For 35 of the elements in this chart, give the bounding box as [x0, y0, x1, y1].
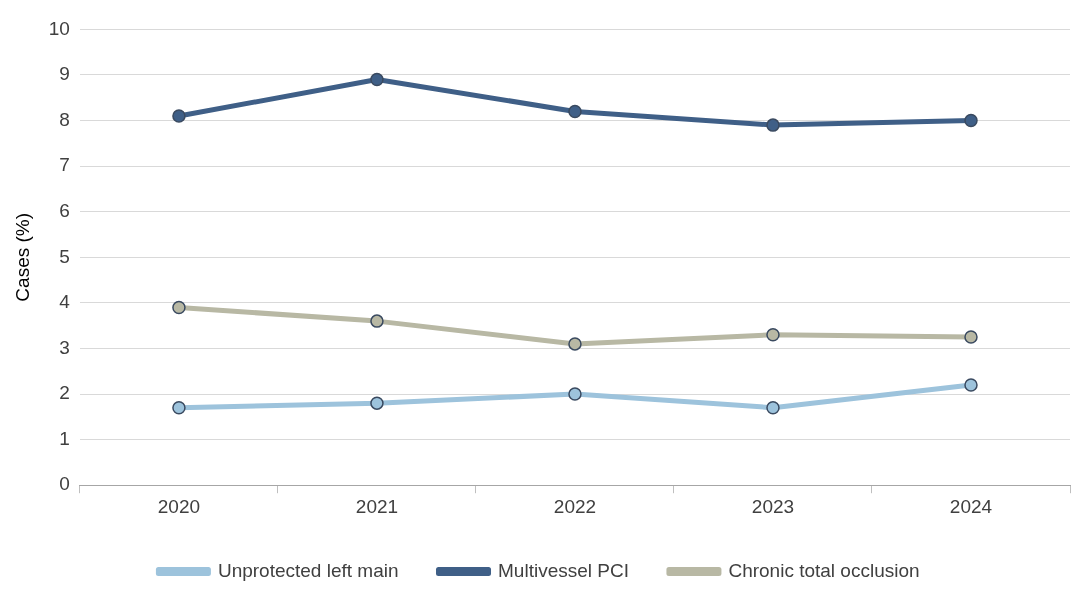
y-axis-title: Cases (%)	[11, 212, 33, 302]
point	[370, 314, 384, 328]
point	[568, 337, 582, 351]
y-tick-label: 2	[59, 382, 70, 404]
y-tick-label: 9	[59, 63, 70, 85]
point	[370, 396, 384, 410]
x-tick-label: 2022	[553, 495, 597, 517]
point	[172, 300, 186, 315]
y-tick-label: 6	[59, 199, 70, 221]
point	[172, 400, 186, 415]
legend-label: Unprotected left main	[217, 559, 399, 581]
point	[370, 72, 384, 87]
x-tick-label: 2020	[157, 495, 201, 517]
y-tick-label: 0	[59, 473, 70, 495]
x-tick-label: 2021	[355, 495, 399, 517]
x-tick-label: 2023	[751, 495, 795, 517]
point	[766, 400, 780, 415]
legend-label: Multivessel PCI	[498, 559, 629, 581]
y-tick-label: 7	[59, 154, 70, 176]
y-tick-label: 3	[59, 336, 70, 358]
x-tick-label: 2024	[949, 495, 993, 517]
point	[172, 109, 186, 123]
point	[568, 104, 582, 119]
y-tick-label: 4	[59, 291, 71, 313]
y-tick-label: 5	[59, 245, 70, 267]
y-tick-label: 10	[48, 17, 70, 39]
point	[766, 328, 780, 342]
point	[964, 378, 978, 392]
point	[964, 113, 978, 128]
y-tick-label: 1	[59, 427, 70, 449]
point	[766, 118, 780, 132]
point	[568, 387, 582, 401]
legend-label: Chronic total occlusion	[728, 559, 920, 581]
point	[964, 330, 978, 344]
y-tick-label: 8	[59, 108, 70, 130]
